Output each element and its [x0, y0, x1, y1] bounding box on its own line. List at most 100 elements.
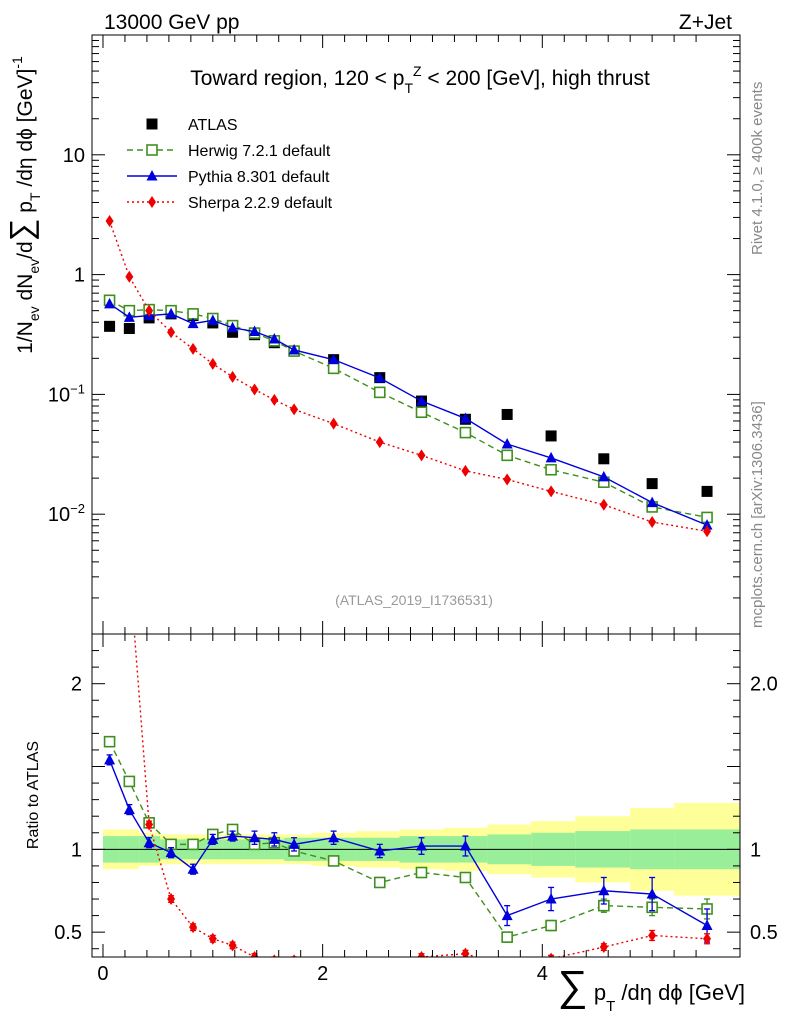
- y-axis-label-part: dN: [14, 274, 37, 307]
- data-point: [501, 408, 513, 420]
- ratio-point: [104, 753, 116, 765]
- legend-marker: [148, 196, 156, 208]
- ratio-point: [648, 929, 657, 942]
- ratio-point: [123, 803, 135, 815]
- ratio-point: [125, 562, 133, 574]
- ratio-point: [501, 909, 513, 921]
- data-point: [415, 395, 427, 406]
- chart-title-part: Z: [413, 63, 422, 79]
- data-point: [648, 516, 657, 529]
- legend-label: ATLAS: [188, 117, 238, 134]
- ratio-point: [208, 932, 217, 945]
- data-point: [461, 464, 470, 477]
- data-point: [290, 403, 299, 416]
- data-point: [250, 383, 259, 396]
- data-point: [328, 353, 340, 365]
- data-point: [329, 417, 338, 430]
- chart-title-part: T: [404, 80, 413, 96]
- data-point: [415, 406, 428, 419]
- ratio-point: [417, 951, 426, 957]
- data-point: [208, 357, 217, 370]
- ratio-point: [288, 838, 300, 849]
- rivet-label: Rivet 4.1.0, ≥ 400k events: [749, 82, 766, 255]
- ratio-point: [207, 833, 219, 844]
- x-axis-label-part: T: [606, 998, 615, 1015]
- y-tick-label: 10−1: [48, 381, 85, 406]
- data-point: [125, 270, 134, 283]
- x-tick-label: 2: [317, 963, 328, 985]
- ratio-frame: [91, 633, 741, 958]
- y-axis-label-part: 1/N: [14, 321, 37, 354]
- data-point: [207, 314, 219, 325]
- ratio-point: [376, 961, 384, 973]
- legend-marker: [146, 144, 158, 156]
- ratio-point: [459, 840, 471, 851]
- analysis-id: (ATLAS_2019_I1736531): [335, 592, 493, 608]
- chart-title-part: Toward region, 120 < p: [190, 67, 404, 90]
- data-point: [598, 453, 610, 465]
- ratio-point: [646, 888, 658, 899]
- ratio-point: [228, 939, 237, 952]
- data-point: [227, 326, 239, 338]
- ratio-point: [145, 818, 154, 831]
- ratio-panel: 2 1 0.5 2.0 1 0.5 0 2 4 Ratio to ATLAS ∑ pT /dη dϕ…: [25, 562, 778, 1015]
- x-tick-label: 0: [97, 963, 108, 985]
- ratio-y-tick-label: 0.5: [54, 922, 82, 944]
- ratio-point: [330, 961, 338, 973]
- data-point: [547, 485, 556, 498]
- ratio-point: [328, 831, 340, 843]
- x-axis-label-part: p: [588, 980, 606, 1005]
- data-point: [701, 519, 713, 530]
- ratio-y-tick-label-right: 2.0: [750, 674, 778, 696]
- data-point: [373, 386, 386, 399]
- legend-label: Sherpa 2.2.9 default: [188, 195, 333, 212]
- header-right-label: Z+Jet: [679, 11, 732, 34]
- y-axis-label-part: p: [14, 201, 37, 219]
- data-point: [545, 451, 557, 463]
- ratio-point: [598, 884, 610, 896]
- data-point: [288, 343, 300, 355]
- x-axis-label-part: /dη dϕ [GeV]: [615, 980, 745, 1005]
- data-point: [268, 333, 280, 344]
- data-point: [227, 321, 239, 333]
- ratio-point: [548, 952, 554, 957]
- y-tick-label: 10: [63, 145, 85, 167]
- data-point: [189, 342, 198, 355]
- ratio-point: [415, 866, 428, 879]
- ratio-point: [459, 871, 472, 884]
- series-line: [109, 303, 708, 526]
- ratio-y-axis-label: Ratio to ATLAS: [25, 741, 42, 849]
- ratio-y-tick-label: 2: [71, 674, 82, 696]
- data-point: [646, 496, 658, 508]
- ratio-point: [415, 840, 427, 851]
- y-tick-label-part: 10: [48, 504, 70, 526]
- data-point: [249, 325, 261, 336]
- data-point: [417, 449, 426, 462]
- data-point: [646, 478, 658, 490]
- ratio-point: [189, 921, 198, 934]
- ratio-y-tick-label-right: 0.5: [750, 922, 778, 944]
- ratio-point: [187, 838, 199, 851]
- chart-title-part: < 200 [GeV], high thrust: [422, 67, 650, 90]
- y-axis-label-part: T: [27, 192, 43, 201]
- ratio-point: [461, 947, 470, 957]
- ratio-point: [373, 876, 386, 889]
- ratio-point: [143, 836, 155, 848]
- legend-label: Pythia 8.301 default: [188, 169, 330, 186]
- data-point: [104, 297, 116, 309]
- y-axis-label-part: /dη dϕ [GeV]: [14, 69, 37, 193]
- data-point: [599, 498, 608, 511]
- ratio-point: [703, 932, 712, 945]
- data-point: [105, 215, 114, 228]
- data-point: [375, 436, 384, 449]
- legend-label: Herwig 7.2.1 default: [188, 143, 331, 160]
- header-left-label: 13000 GeV pp: [104, 11, 239, 34]
- ratio-y-tick-label-right: 1: [750, 839, 761, 861]
- y-axis-label: 1/Nev dNev/d∑ pT /dη dϕ [GeV]-1: [3, 56, 43, 354]
- y-tick-label-part: −2: [70, 501, 85, 516]
- data-point: [165, 307, 177, 319]
- ratio-point: [501, 931, 513, 943]
- data-point: [459, 412, 471, 423]
- data-point: [598, 470, 610, 482]
